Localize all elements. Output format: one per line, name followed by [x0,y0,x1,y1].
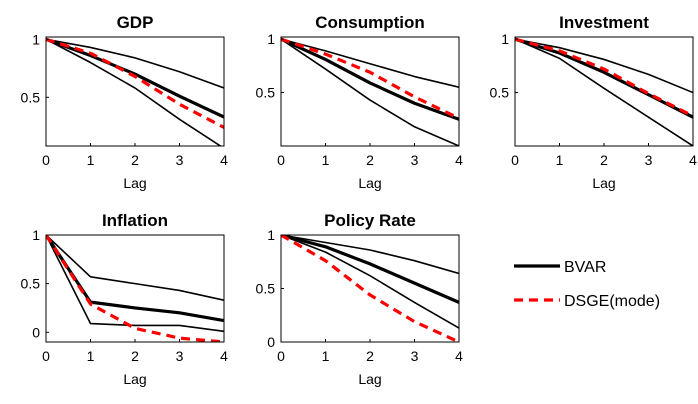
panel-investment: 0 1 2 3 4 0.5 1 Investment Lag [490,13,698,191]
y-tick-label: 0 [32,324,40,340]
x-tick-label: 2 [131,152,139,168]
x-tick-label: 1 [556,152,564,168]
y-tick-label: 0 [267,334,275,350]
y-tick-label: 1 [267,31,275,47]
x-tick-label: 3 [176,152,184,168]
panel-title: Investment [559,13,649,32]
panel-title: Consumption [315,13,425,32]
panel-title: Policy Rate [324,211,416,230]
bvar-line [281,37,459,121]
panel-policy-rate: 0 1 2 3 4 0 0.5 1 Policy Rate Lag [256,211,464,387]
x-axis-label: Lag [123,175,146,191]
y-tick-label: 1 [267,227,275,243]
panel-title: GDP [117,13,154,32]
x-tick-label: 0 [511,152,519,168]
x-tick-label: 2 [366,348,374,364]
y-tick-label: 0.5 [21,89,41,105]
upper-band-line [46,38,224,89]
x-tick-label: 0 [42,152,50,168]
x-axis-label: Lag [592,175,615,191]
y-tick-label: 0.5 [490,85,510,101]
legend: BVAR DSGE(mode) [514,259,660,310]
lower-band-line [46,38,222,146]
x-tick-label: 3 [411,348,419,364]
x-axis-label: Lag [123,371,146,387]
x-tick-label: 0 [277,152,285,168]
x-tick-label: 1 [87,348,95,364]
dsge-line [515,37,693,118]
upper-band-line [515,38,693,94]
x-tick-label: 1 [322,152,330,168]
y-tick-label: 1 [32,31,40,47]
dsge-line [46,37,224,129]
panel-gdp: 0 1 2 3 4 0.5 1 GDP Lag [21,13,229,191]
y-tick-label: 1 [501,31,509,47]
lower-band-line [281,38,459,146]
x-tick-label: 4 [689,152,697,168]
x-tick-label: 3 [411,152,419,168]
x-tick-label: 2 [131,348,139,364]
legend-label: DSGE(mode) [564,293,660,310]
legend-label: BVAR [564,259,606,276]
x-tick-label: 3 [176,348,184,364]
y-tick-label: 1 [32,227,40,243]
dsge-line [281,37,459,120]
y-tick-label: 0.5 [256,281,276,297]
x-tick-label: 2 [600,152,608,168]
x-tick-label: 4 [220,348,228,364]
x-tick-label: 2 [366,152,374,168]
x-tick-label: 4 [455,152,463,168]
x-tick-label: 4 [455,348,463,364]
x-tick-label: 3 [645,152,653,168]
lower-band-line [46,235,224,333]
lower-band-line [515,38,693,146]
upper-band-line [281,235,459,275]
x-tick-label: 1 [87,152,95,168]
axes-box [514,36,694,147]
panel-inflation: 0 1 2 3 4 0 0.5 1 Inflation Lag [21,211,229,387]
x-tick-label: 0 [42,348,50,364]
y-tick-label: 0.5 [21,276,41,292]
dsge-line [281,235,459,342]
upper-band-line [46,235,224,301]
y-tick-label: 0.5 [256,85,276,101]
x-axis-label: Lag [358,371,381,387]
x-tick-label: 4 [220,152,228,168]
panel-consumption: 0 1 2 3 4 0.5 1 Consumption Lag [256,13,464,191]
panel-title: Inflation [102,211,168,230]
axes-box [280,36,460,147]
lower-band-line [281,235,459,329]
x-tick-label: 1 [322,348,330,364]
upper-band-line [281,38,459,89]
x-tick-label: 0 [277,348,285,364]
x-axis-label: Lag [358,175,381,191]
bvar-line [281,235,459,304]
